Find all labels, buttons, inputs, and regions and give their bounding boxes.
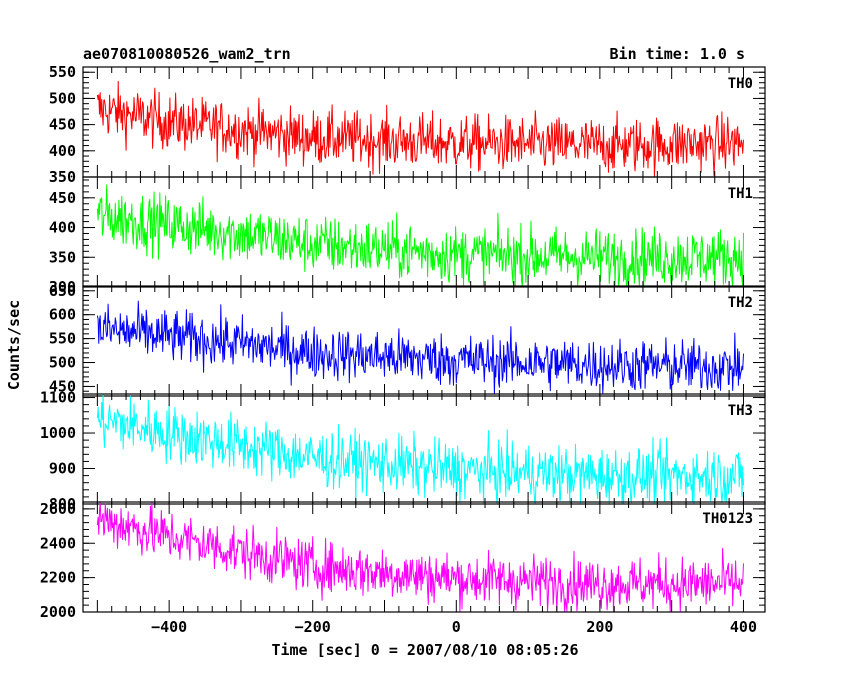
y-tick-label: 600	[49, 306, 76, 324]
y-tick-label: 450	[49, 377, 76, 395]
x-tick-label: −200	[295, 618, 331, 636]
x-axis: −400 −200 0 200 400	[151, 618, 757, 636]
panels: 350 400 450 500 550 TH0 300 350 400 450 TH1 450 500 5…	[40, 63, 766, 621]
x-tick-label: 0	[452, 618, 461, 636]
y-tick-label: 1000	[40, 424, 76, 442]
y-tick-label: 500	[49, 354, 76, 372]
series-line-th1	[96, 184, 744, 288]
y-tick-label: 350	[49, 168, 76, 186]
panel-frame	[82, 285, 766, 397]
panel-th0123: 2000 2200 2400 2600 TH0123	[40, 500, 766, 621]
panel-label: TH1	[728, 186, 753, 202]
series-line-th0	[96, 80, 744, 177]
y-tick-label: 300	[49, 278, 76, 296]
y-tick-label: 500	[49, 89, 76, 107]
y-tick-label: 2000	[40, 603, 76, 621]
x-tick-label: −400	[151, 618, 187, 636]
panel-th0: 350 400 450 500 550 TH0	[49, 63, 766, 186]
y-tick-label: 400	[49, 142, 76, 160]
x-axis-label: Time [sec] 0 = 2007/08/10 08:05:26	[271, 641, 578, 659]
y-axis-label: Counts/sec	[5, 300, 23, 390]
panel-frame	[82, 393, 766, 505]
y-tick-label: 650	[49, 282, 76, 300]
y-tick-label: 2600	[40, 500, 76, 518]
x-tick-label: 200	[586, 618, 613, 636]
panel-th3: 800 900 1000 1100 TH3	[40, 389, 766, 513]
bin-time-label: Bin time: 1.0 s	[610, 45, 745, 63]
y-tick-label: 450	[49, 189, 76, 207]
panel-th2: 450 500 550 600 650 TH2	[49, 282, 766, 397]
panel-label: TH0	[728, 76, 753, 92]
y-tick-label: 2400	[40, 534, 76, 552]
y-tick-label: 2200	[40, 569, 76, 587]
series-line-th0123	[96, 501, 744, 613]
chart-title: ae070810080526_wam2_trn	[83, 45, 291, 63]
y-tick-label: 550	[49, 330, 76, 348]
panel-frame	[82, 176, 766, 288]
y-tick-label: 1100	[40, 389, 76, 407]
series-line-th3	[96, 393, 744, 505]
series-line-th2	[96, 300, 744, 395]
panel-th1: 300 350 400 450 TH1	[49, 176, 766, 296]
y-tick-label: 550	[49, 63, 76, 81]
y-tick-label: 400	[49, 219, 76, 237]
y-tick-label: 350	[49, 248, 76, 266]
panel-label: TH2	[728, 295, 753, 311]
y-tick-label: 450	[49, 116, 76, 134]
x-tick-label: 400	[730, 618, 757, 636]
y-tick-label: 800	[49, 495, 76, 513]
panel-frame	[82, 501, 766, 613]
panel-label: TH0123	[702, 511, 753, 527]
panel-label: TH3	[728, 403, 753, 419]
y-tick-label: 900	[49, 460, 76, 478]
